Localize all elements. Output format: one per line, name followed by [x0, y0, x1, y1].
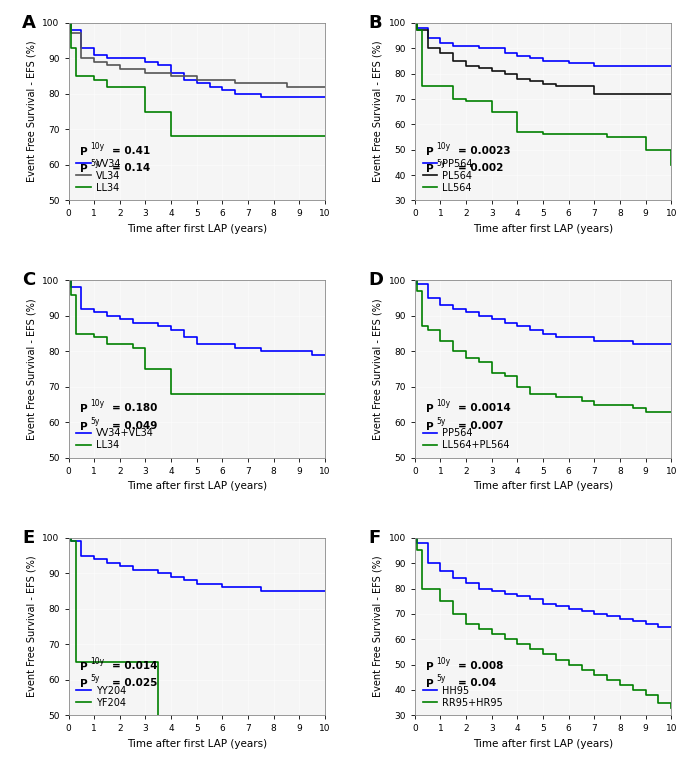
Text: $\mathbf{P}$: $\mathbf{P}$ — [425, 420, 434, 432]
Y-axis label: Event Free Survival - EFS (%): Event Free Survival - EFS (%) — [27, 298, 37, 440]
Text: 10y: 10y — [90, 400, 104, 408]
Text: $\mathbf{P}$: $\mathbf{P}$ — [425, 162, 434, 174]
Text: 5y: 5y — [90, 674, 100, 683]
Text: $\mathbf{P}$: $\mathbf{P}$ — [425, 145, 434, 157]
Text: F: F — [369, 529, 381, 547]
Text: $\mathbf{P}$: $\mathbf{P}$ — [79, 660, 88, 672]
Text: = 0.41: = 0.41 — [112, 145, 150, 156]
Text: = 0.0023: = 0.0023 — [458, 145, 511, 156]
Y-axis label: Event Free Survival - EFS (%): Event Free Survival - EFS (%) — [373, 298, 383, 440]
X-axis label: Time after first LAP (years): Time after first LAP (years) — [127, 739, 267, 749]
Text: 5y: 5y — [90, 160, 100, 168]
Legend: VV34, VL34, LL34: VV34, VL34, LL34 — [73, 156, 124, 196]
Text: 5y: 5y — [436, 160, 446, 168]
Y-axis label: Event Free Survival - EFS (%): Event Free Survival - EFS (%) — [373, 556, 383, 697]
X-axis label: Time after first LAP (years): Time after first LAP (years) — [473, 224, 613, 234]
Text: = 0.007: = 0.007 — [458, 421, 504, 431]
Text: = 0.04: = 0.04 — [458, 678, 497, 689]
Text: $\mathbf{P}$: $\mathbf{P}$ — [79, 162, 88, 174]
Y-axis label: Event Free Survival - EFS (%): Event Free Survival - EFS (%) — [373, 41, 383, 183]
Text: = 0.14: = 0.14 — [112, 164, 150, 174]
Text: 5y: 5y — [436, 417, 446, 426]
Text: E: E — [23, 529, 34, 547]
Legend: PP564, LL564+PL564: PP564, LL564+PL564 — [420, 425, 512, 453]
Text: D: D — [369, 272, 384, 289]
Text: $\mathbf{P}$: $\mathbf{P}$ — [79, 677, 88, 689]
Text: = 0.0014: = 0.0014 — [458, 403, 511, 413]
X-axis label: Time after first LAP (years): Time after first LAP (years) — [127, 482, 267, 492]
Y-axis label: Event Free Survival - EFS (%): Event Free Survival - EFS (%) — [27, 41, 37, 183]
Legend: VV34+VL34, LL34: VV34+VL34, LL34 — [73, 425, 156, 453]
Text: 10y: 10y — [436, 142, 451, 151]
Text: $\mathbf{P}$: $\mathbf{P}$ — [425, 660, 434, 672]
Text: $\mathbf{P}$: $\mathbf{P}$ — [425, 402, 434, 414]
Text: = 0.008: = 0.008 — [458, 661, 503, 670]
Text: 10y: 10y — [436, 400, 451, 408]
Text: 5y: 5y — [436, 674, 446, 683]
Text: C: C — [23, 272, 36, 289]
Text: 10y: 10y — [90, 142, 104, 151]
X-axis label: Time after first LAP (years): Time after first LAP (years) — [473, 739, 613, 749]
Text: = 0.180: = 0.180 — [112, 403, 158, 413]
Text: = 0.002: = 0.002 — [458, 164, 503, 174]
Legend: YY204, YF204: YY204, YF204 — [73, 683, 129, 711]
Text: = 0.049: = 0.049 — [112, 421, 158, 431]
Legend: PP564, PL564, LL564: PP564, PL564, LL564 — [420, 156, 475, 196]
Text: $\mathbf{P}$: $\mathbf{P}$ — [79, 402, 88, 414]
Text: 10y: 10y — [90, 657, 104, 666]
Text: = 0.014: = 0.014 — [112, 661, 158, 670]
X-axis label: Time after first LAP (years): Time after first LAP (years) — [127, 224, 267, 234]
Text: = 0.025: = 0.025 — [112, 678, 158, 689]
Text: $\mathbf{P}$: $\mathbf{P}$ — [79, 420, 88, 432]
Text: 10y: 10y — [436, 657, 451, 666]
Text: $\mathbf{P}$: $\mathbf{P}$ — [79, 145, 88, 157]
Text: B: B — [369, 14, 382, 32]
Legend: HH95, RR95+HR95: HH95, RR95+HR95 — [420, 683, 506, 711]
Text: $\mathbf{P}$: $\mathbf{P}$ — [425, 677, 434, 689]
X-axis label: Time after first LAP (years): Time after first LAP (years) — [473, 482, 613, 492]
Y-axis label: Event Free Survival - EFS (%): Event Free Survival - EFS (%) — [27, 556, 37, 697]
Text: 5y: 5y — [90, 417, 100, 426]
Text: A: A — [23, 14, 36, 32]
